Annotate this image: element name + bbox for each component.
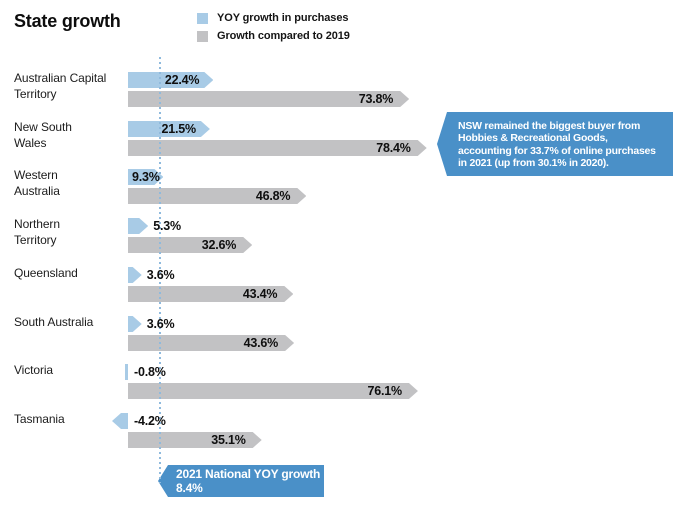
yoy-bar xyxy=(128,218,148,234)
legend-item-yoy: YOY growth in purchases xyxy=(197,12,350,24)
yoy-value-label: 5.3% xyxy=(153,219,181,233)
growth-2019-value-label: 43.6% xyxy=(243,336,279,350)
legend-label: Growth compared to 2019 xyxy=(217,30,350,42)
bar-group: 9.3% 46.8% xyxy=(128,169,688,205)
yoy-value-label: 3.6% xyxy=(146,268,175,282)
yoy-bar xyxy=(128,267,142,283)
category-label: Australian Capital Territory xyxy=(14,71,107,101)
category-label: Queensland xyxy=(14,266,78,280)
nsw-callout: NSW remained the biggest buyer from Hobb… xyxy=(437,112,673,176)
nsw-callout-text: NSW remained the biggest buyer from Hobb… xyxy=(458,120,656,169)
page-title: State growth xyxy=(14,11,121,31)
legend-swatch-yoy-icon xyxy=(197,12,208,24)
growth-2019-value-label: 78.4% xyxy=(376,141,411,155)
yoy-bar xyxy=(124,364,128,380)
bar-group: -0.8% 76.1% xyxy=(124,364,688,400)
chart-row-nt: Northern Territory 5.3% 32.6% xyxy=(0,217,690,254)
growth-2019-bar xyxy=(128,383,418,399)
growth-2019-value-label: 76.1% xyxy=(367,384,402,398)
growth-2019-value-label: 73.8% xyxy=(358,92,394,106)
category-label: Tasmania xyxy=(14,412,65,426)
chart-row-tas: Tasmania -4.2% 35.1% xyxy=(0,412,690,449)
chart-row-act: Australian Capital Territory 22.4% 73.8% xyxy=(0,71,690,108)
chart-legend: YOY growth in purchases Growth compared … xyxy=(197,12,350,48)
category-label: Northern Territory xyxy=(14,217,60,247)
national-growth-badge-value: 8.4% xyxy=(176,481,203,495)
state-growth-chart: Australian Capital Territory 22.4% 73.8%… xyxy=(0,71,690,462)
chart-row-qld: Queensland 3.6% 43.4% xyxy=(0,266,690,303)
category-label: New South Wales xyxy=(14,120,72,150)
bar-group: 22.4% 73.8% xyxy=(128,72,688,108)
bar-group: 3.6% 43.6% xyxy=(128,316,688,352)
legend-label: YOY growth in purchases xyxy=(217,12,349,24)
yoy-bar xyxy=(128,72,213,88)
yoy-bar xyxy=(128,169,163,185)
growth-2019-bar xyxy=(128,188,306,204)
national-growth-badge-title: 2021 National YOY growth xyxy=(176,467,321,481)
legend-swatch-2019-icon xyxy=(197,30,208,42)
national-growth-reference-line xyxy=(159,57,161,483)
yoy-value-label: -4.2% xyxy=(134,414,166,428)
growth-2019-bar xyxy=(128,432,262,448)
growth-2019-value-label: 46.8% xyxy=(255,189,291,203)
yoy-bar xyxy=(128,121,210,137)
yoy-value-label: -0.8% xyxy=(134,365,166,379)
growth-2019-bar xyxy=(128,335,294,351)
growth-2019-bar xyxy=(128,286,293,302)
yoy-value-label: 3.6% xyxy=(146,317,175,331)
bar-group: 21.5% 78.4% xyxy=(128,121,688,157)
yoy-value-label: 9.3% xyxy=(132,170,160,184)
legend-item-2019: Growth compared to 2019 xyxy=(197,30,350,42)
yoy-value-label: 22.4% xyxy=(164,73,200,87)
chart-row-nsw: New South Wales 21.5% 78.4% xyxy=(0,120,690,157)
chart-row-wa: Western Australia 9.3% 46.8% xyxy=(0,168,690,205)
category-label: South Australia xyxy=(14,315,94,329)
chart-row-sa: South Australia 3.6% 43.6% xyxy=(0,315,690,352)
bar-group: -4.2% 35.1% xyxy=(112,413,688,449)
growth-2019-bar xyxy=(128,140,427,156)
bar-group: 3.6% 43.4% xyxy=(128,267,688,303)
yoy-value-label: 21.5% xyxy=(161,122,196,136)
growth-2019-value-label: 32.6% xyxy=(201,238,237,252)
bar-group: 5.3% 32.6% xyxy=(128,218,688,254)
growth-2019-value-label: 43.4% xyxy=(242,287,278,301)
growth-2019-bar xyxy=(128,91,409,107)
yoy-bar xyxy=(128,316,142,332)
growth-2019-value-label: 35.1% xyxy=(211,433,246,447)
category-label: Western Australia xyxy=(14,168,60,198)
category-label: Victoria xyxy=(14,363,53,377)
national-growth-badge: 2021 National YOY growth 8.4% xyxy=(158,465,324,497)
chart-row-vic: Victoria -0.8% 76.1% xyxy=(0,363,690,400)
